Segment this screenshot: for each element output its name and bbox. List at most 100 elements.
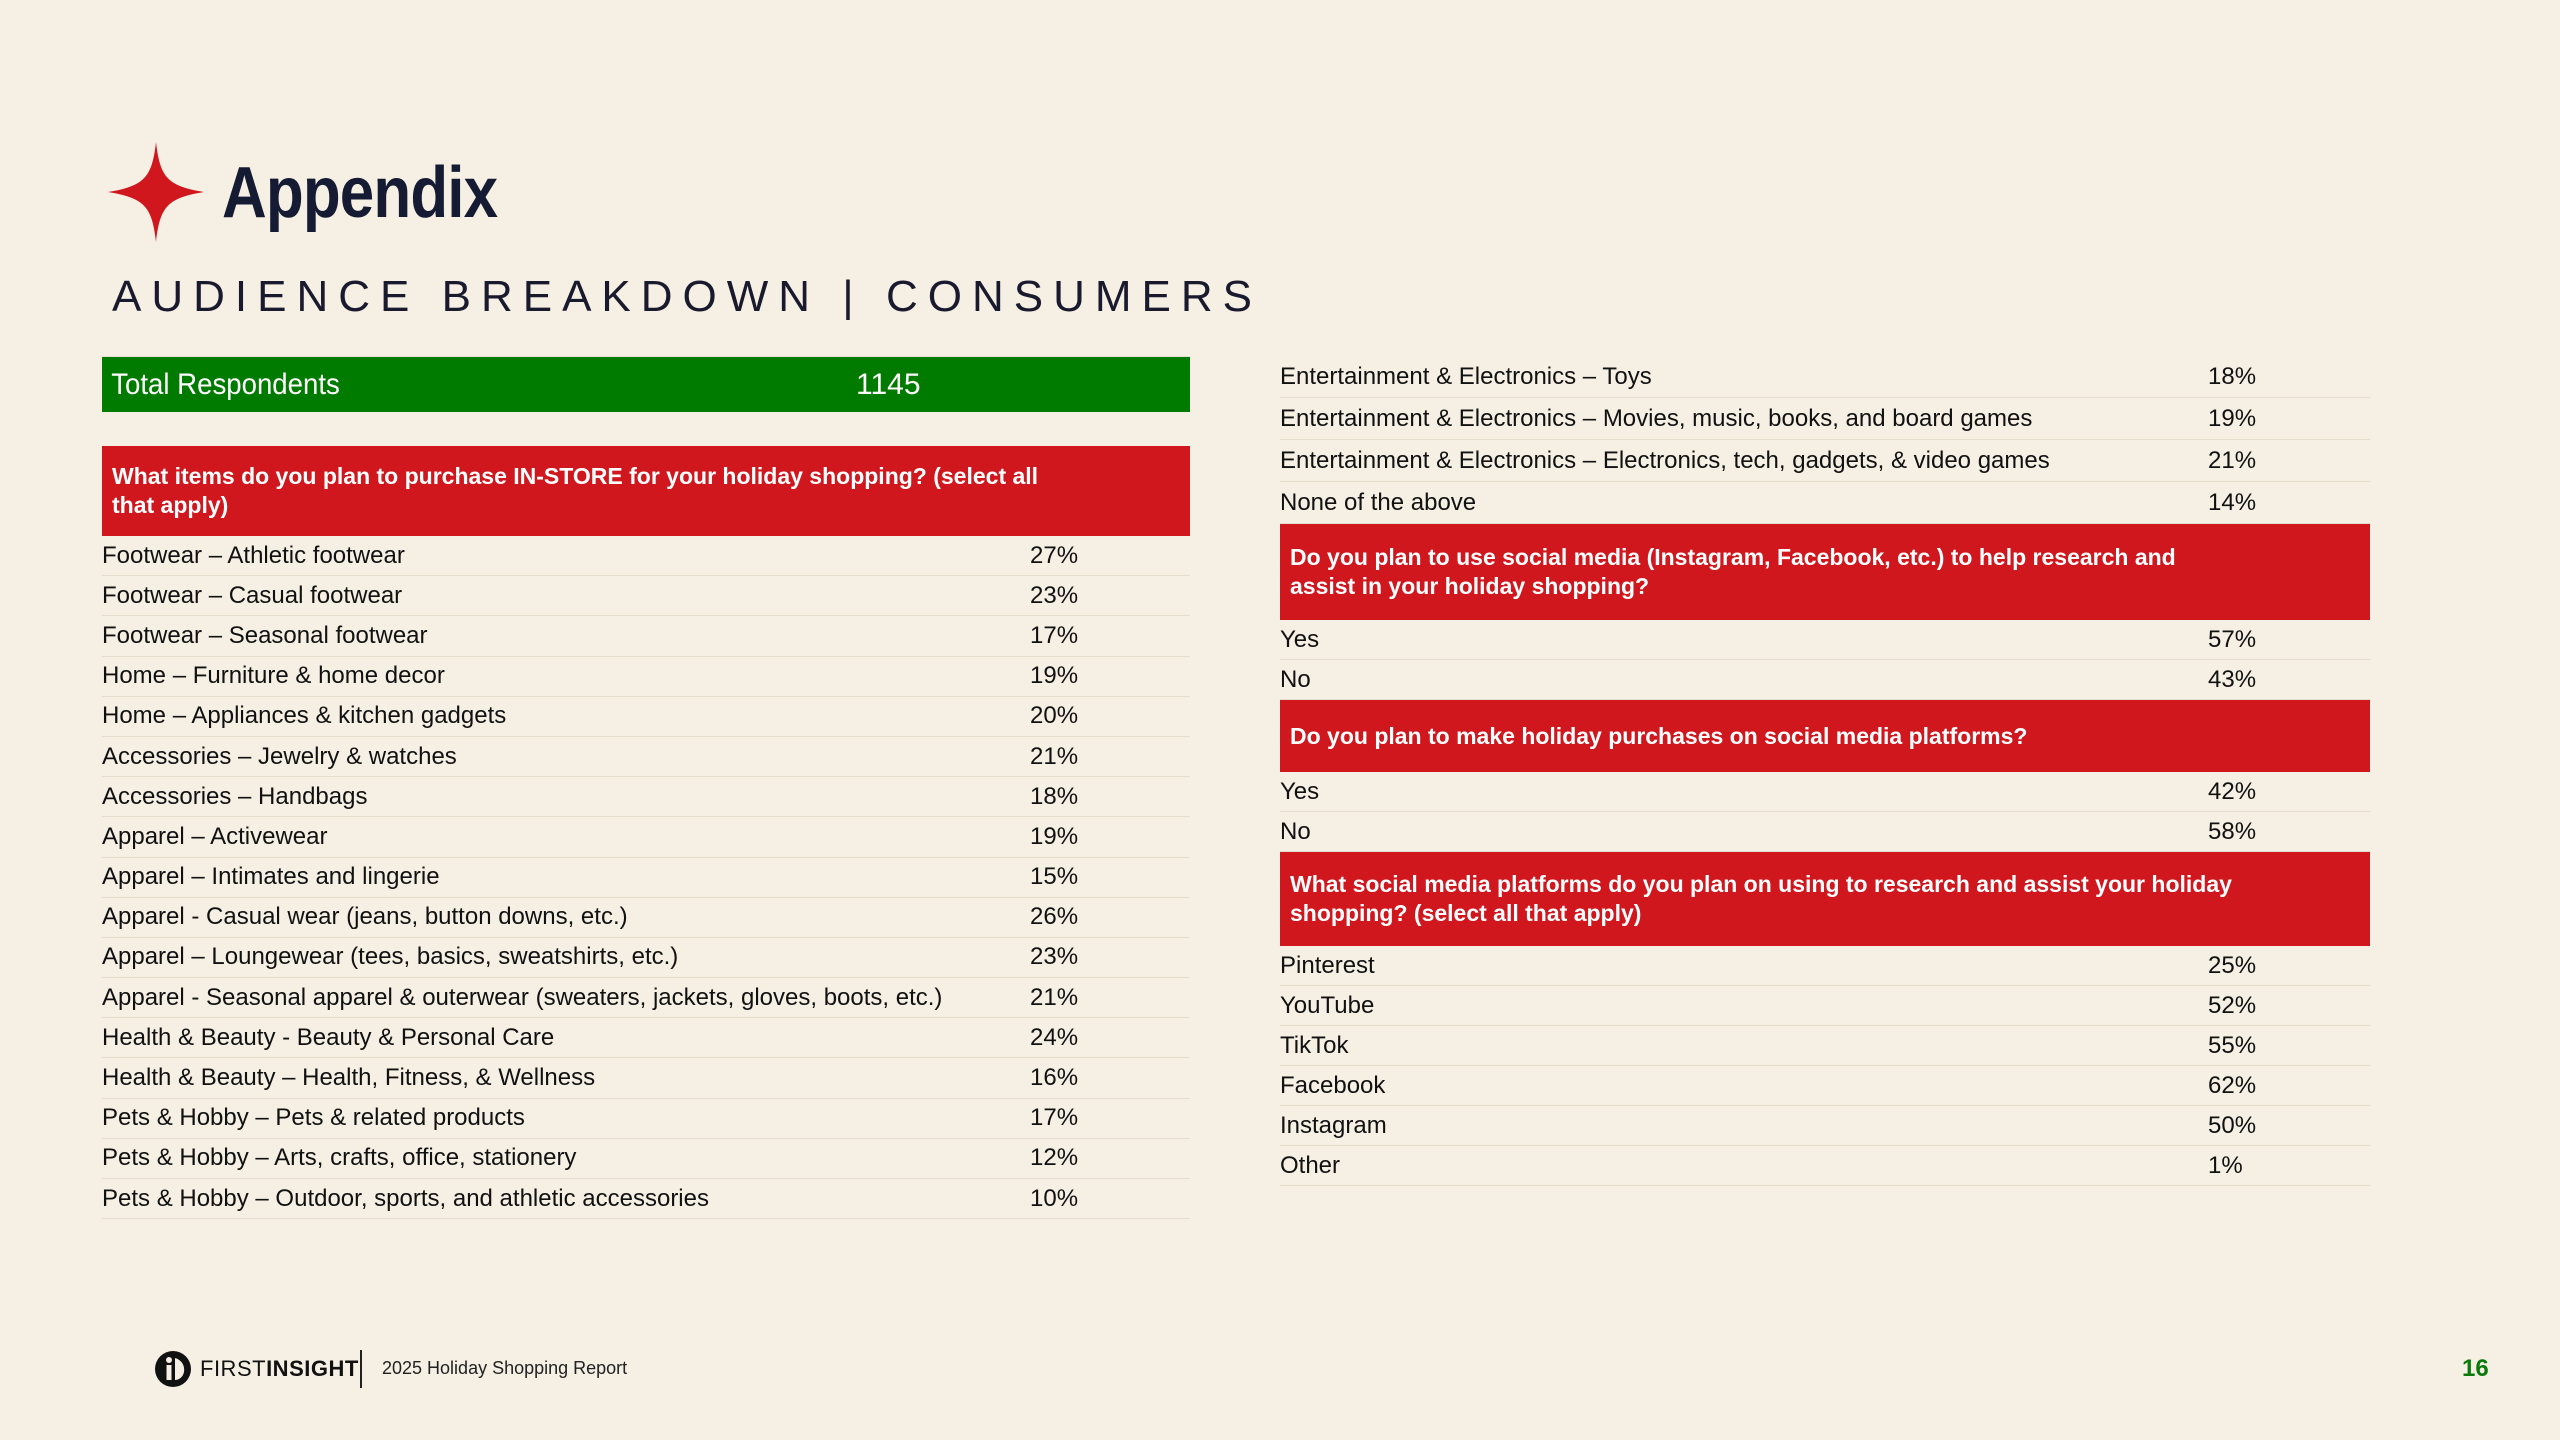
table-row: Home – Appliances & kitchen gadgets 20% bbox=[102, 697, 1190, 737]
table-row: Pets & Hobby – Arts, crafts, office, sta… bbox=[102, 1139, 1190, 1179]
first-insight-logo-icon bbox=[155, 1351, 191, 1387]
table-row: Home – Furniture & home decor 19% bbox=[102, 657, 1190, 697]
row-label: No bbox=[1280, 817, 1311, 845]
logo-text-insight: INSIGHT bbox=[266, 1356, 359, 1381]
row-label: Apparel – Loungewear (tees, basics, swea… bbox=[102, 943, 679, 971]
logo-text-first: FIRST bbox=[200, 1356, 267, 1381]
row-value: 19% bbox=[1030, 662, 1079, 690]
row-label: Apparel - Seasonal apparel & outerwear (… bbox=[102, 983, 943, 1011]
row-value: 23% bbox=[1030, 581, 1079, 609]
first-insight-logo: FIRSTINSIGHT bbox=[154, 1350, 359, 1388]
table-row: No 43% bbox=[1280, 660, 2370, 700]
row-label: Entertainment & Electronics – Toys bbox=[1280, 362, 1652, 390]
row-label: Home – Appliances & kitchen gadgets bbox=[102, 702, 507, 730]
question-header-instore: What items do you plan to purchase IN-ST… bbox=[102, 446, 1190, 536]
row-value: 27% bbox=[1030, 541, 1079, 569]
table-row: Apparel - Seasonal apparel & outerwear (… bbox=[102, 978, 1190, 1019]
table-row: Entertainment & Electronics – Electronic… bbox=[1280, 440, 2370, 482]
table-row: TikTok 55% bbox=[1280, 1026, 2370, 1066]
row-label: Apparel - Casual wear (jeans, button dow… bbox=[102, 903, 628, 931]
row-label: Health & Beauty - Beauty & Personal Care bbox=[102, 1023, 555, 1051]
total-respondents-row: Total Respondents 1145 bbox=[102, 356, 1190, 412]
page-subtitle: AUDIENCE BREAKDOWN | CONSUMERS bbox=[112, 272, 1262, 321]
row-value: 20% bbox=[1030, 702, 1079, 730]
row-value: 52% bbox=[2208, 991, 2257, 1019]
question-header-social-platforms: What social media platforms do you plan … bbox=[1280, 852, 2370, 946]
row-label: Home – Furniture & home decor bbox=[102, 662, 445, 690]
row-label: Other bbox=[1280, 1151, 1341, 1179]
row-value: 21% bbox=[1030, 983, 1079, 1011]
table-row: Apparel – Activewear 19% bbox=[102, 817, 1190, 858]
row-label: Facebook bbox=[1280, 1071, 1386, 1099]
row-value: 18% bbox=[1030, 782, 1079, 810]
page-title: Appendix bbox=[222, 153, 498, 233]
row-value: 17% bbox=[1030, 1104, 1079, 1132]
table-row: Instagram 50% bbox=[1280, 1106, 2370, 1146]
row-label: Footwear – Seasonal footwear bbox=[102, 621, 428, 649]
table-row: Accessories – Handbags 18% bbox=[102, 777, 1190, 818]
row-value: 21% bbox=[1030, 742, 1079, 770]
row-value: 55% bbox=[2208, 1031, 2257, 1059]
row-label: Yes bbox=[1280, 625, 1320, 653]
row-label: Apparel – Intimates and lingerie bbox=[102, 863, 440, 891]
total-value: 1145 bbox=[856, 367, 921, 401]
row-value: 42% bbox=[2208, 777, 2257, 805]
row-value: 57% bbox=[2208, 625, 2257, 653]
row-value: 10% bbox=[1030, 1184, 1079, 1212]
table-row: Apparel – Loungewear (tees, basics, swea… bbox=[102, 938, 1190, 979]
row-label: Pets & Hobby – Pets & related products bbox=[102, 1104, 525, 1132]
row-label: Entertainment & Electronics – Electronic… bbox=[1280, 446, 2050, 474]
row-label: Footwear – Athletic footwear bbox=[102, 541, 405, 569]
question-header-social-purchase: Do you plan to make holiday purchases on… bbox=[1280, 700, 2370, 772]
row-label: Footwear – Casual footwear bbox=[102, 581, 403, 609]
page-number: 16 bbox=[2462, 1355, 2489, 1382]
row-label: Yes bbox=[1280, 777, 1320, 805]
table-row: Yes 57% bbox=[1280, 620, 2370, 660]
row-label: Apparel – Activewear bbox=[102, 822, 328, 850]
table-row: YouTube 52% bbox=[1280, 986, 2370, 1026]
row-label: Health & Beauty – Health, Fitness, & Wel… bbox=[102, 1064, 596, 1092]
table-row: Pets & Hobby – Outdoor, sports, and athl… bbox=[102, 1179, 1190, 1220]
row-value: 21% bbox=[2208, 446, 2257, 474]
row-label: YouTube bbox=[1280, 991, 1375, 1019]
footer-divider bbox=[360, 1350, 362, 1388]
right-table: Entertainment & Electronics – Toys 18% Ent… bbox=[1280, 356, 2370, 1186]
row-value: 19% bbox=[2208, 404, 2257, 432]
row-value: 16% bbox=[1030, 1064, 1079, 1092]
row-value: 25% bbox=[2208, 951, 2257, 979]
row-value: 15% bbox=[1030, 863, 1079, 891]
table-row: Footwear – Athletic footwear 27% bbox=[102, 536, 1190, 577]
row-value: 14% bbox=[2208, 488, 2257, 516]
row-value: 12% bbox=[1030, 1144, 1079, 1172]
row-value: 19% bbox=[1030, 822, 1079, 850]
row-value: 62% bbox=[2208, 1071, 2257, 1099]
row-label: Pets & Hobby – Outdoor, sports, and athl… bbox=[102, 1184, 709, 1212]
row-label: No bbox=[1280, 665, 1311, 693]
table-row: None of the above 14% bbox=[1280, 482, 2370, 524]
table-row: Yes 42% bbox=[1280, 772, 2370, 812]
row-label: Pinterest bbox=[1280, 951, 1375, 979]
row-label: Pets & Hobby – Arts, crafts, office, sta… bbox=[102, 1144, 577, 1172]
table-row: Footwear – Seasonal footwear 17% bbox=[102, 616, 1190, 657]
table-row: Apparel – Intimates and lingerie 15% bbox=[102, 858, 1190, 898]
row-label: Accessories – Jewelry & watches bbox=[102, 742, 457, 770]
total-label: Total Respondents bbox=[111, 367, 340, 401]
table-row: Entertainment & Electronics – Toys 18% bbox=[1280, 356, 2370, 398]
row-value: 26% bbox=[1030, 903, 1079, 931]
table-row: Other 1% bbox=[1280, 1146, 2370, 1186]
left-table: Total Respondents 1145 What items do you… bbox=[102, 356, 1190, 1220]
question-header-social-research: Do you plan to use social media (Instagr… bbox=[1280, 524, 2370, 620]
row-label: Instagram bbox=[1280, 1111, 1387, 1139]
row-value: 24% bbox=[1030, 1023, 1079, 1051]
row-value: 50% bbox=[2208, 1111, 2257, 1139]
report-name: 2025 Holiday Shopping Report bbox=[382, 1358, 628, 1378]
row-label: Entertainment & Electronics – Movies, mu… bbox=[1280, 404, 2033, 432]
table-row: Footwear – Casual footwear 23% bbox=[102, 576, 1190, 617]
row-value: 43% bbox=[2208, 665, 2257, 693]
table-row: Health & Beauty – Health, Fitness, & Wel… bbox=[102, 1058, 1190, 1099]
table-row: Apparel - Casual wear (jeans, button dow… bbox=[102, 898, 1190, 938]
table-row: Facebook 62% bbox=[1280, 1066, 2370, 1106]
table-row: No 58% bbox=[1280, 812, 2370, 852]
row-label: TikTok bbox=[1280, 1031, 1349, 1059]
row-value: 23% bbox=[1030, 943, 1079, 971]
